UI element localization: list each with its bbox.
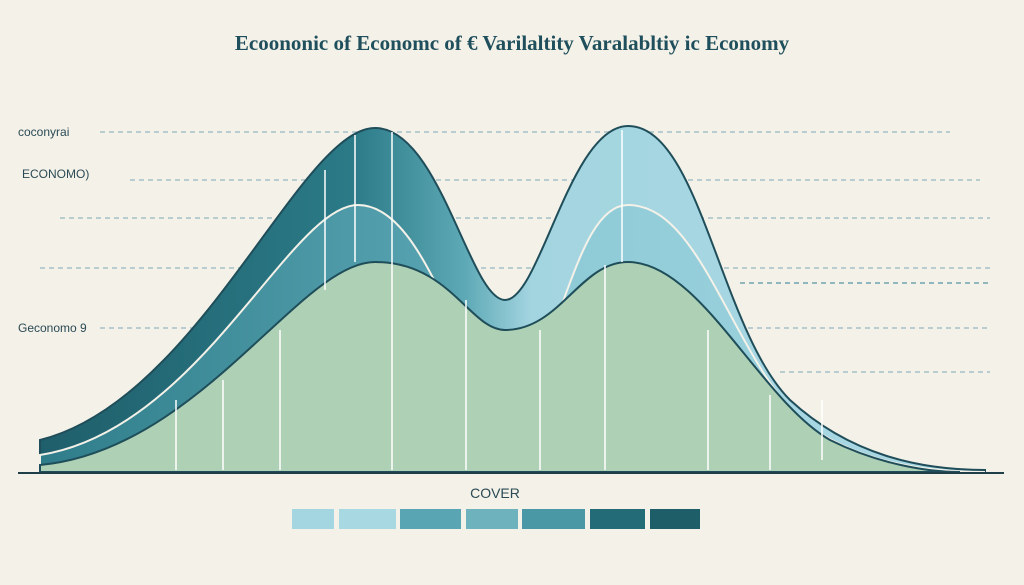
title: Ecoononic of Economc of € Varilaltity Va… [235, 31, 790, 55]
legend-swatch [522, 509, 585, 529]
vertical-lines [175, 130, 823, 470]
legend-swatch [466, 509, 518, 529]
legend-swatch [650, 509, 700, 529]
legend-label: COVER [470, 485, 520, 501]
side-label: Geconomo 9 [18, 321, 87, 335]
legend-swatch [400, 509, 461, 529]
side-label: coconyrai [18, 125, 69, 139]
legend-swatch [590, 509, 645, 529]
legend-swatch [339, 509, 396, 529]
front-curve [39, 260, 961, 473]
legend [292, 509, 700, 529]
legend-swatch [292, 509, 334, 529]
side-label: ECONOMO) [22, 167, 89, 181]
